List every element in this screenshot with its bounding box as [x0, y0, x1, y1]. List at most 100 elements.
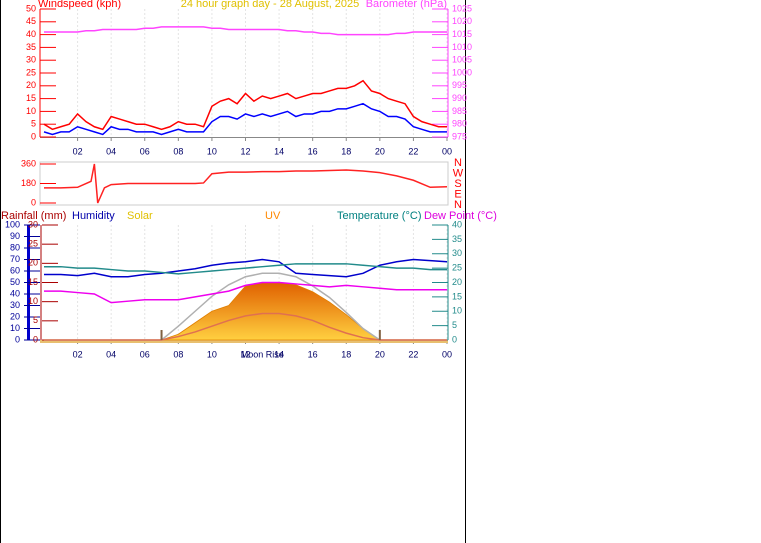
y-tick-label: 90 — [10, 231, 20, 241]
series-line — [43, 102, 447, 136]
y-tick-label: 20 — [28, 258, 38, 268]
x-tick-label: 14 — [274, 146, 284, 156]
x-tick-label: 06 — [140, 349, 150, 359]
x-tick-label: 20 — [375, 146, 385, 156]
y-tick-label: 40 — [26, 29, 36, 39]
y-tick-label: 25 — [452, 263, 462, 273]
series-line — [44, 263, 447, 275]
y-tick-label: 10 — [452, 306, 462, 316]
x-tick-label: 00 — [442, 349, 452, 359]
y-tick-label: 30 — [26, 55, 36, 65]
y-tick-label: 10 — [28, 296, 38, 306]
y-tick-label: 30 — [28, 219, 38, 229]
y-tick-label: 0 — [33, 334, 38, 344]
y-tick-label: 20 — [26, 80, 36, 90]
y-tick-label: 15 — [452, 291, 462, 301]
y-tick-label: 1025 — [452, 3, 472, 13]
y-tick-label: 50 — [26, 3, 36, 13]
y-tick-label: 0 — [31, 197, 36, 207]
y-tick-label: 45 — [26, 16, 36, 26]
x-tick-label: 16 — [308, 146, 318, 156]
y-tick-label: 60 — [10, 265, 20, 275]
x-tick-label: 04 — [106, 146, 116, 156]
annotation: Moon Rise — [241, 349, 284, 359]
x-tick-label: 04 — [106, 349, 116, 359]
wind-label: Windspeed (kph) — [38, 0, 121, 10]
series-line — [43, 79, 447, 131]
y-tick-label: 995 — [452, 80, 467, 90]
rain-label: Rainfall (mm) — [1, 210, 66, 222]
x-tick-label: 12 — [240, 146, 250, 156]
x-tick-label: 06 — [140, 146, 150, 156]
y-tick-label: 15 — [26, 93, 36, 103]
uv-label: UV — [265, 210, 281, 222]
y-tick-label: 25 — [28, 239, 38, 249]
x-tick-label: 10 — [207, 146, 217, 156]
series-line — [44, 281, 447, 304]
x-tick-label: 18 — [341, 349, 351, 359]
x-tick-label: 18 — [341, 146, 351, 156]
y-tick-label: 1000 — [452, 67, 472, 77]
y-tick-label: 35 — [26, 42, 36, 52]
x-tick-label: 22 — [408, 146, 418, 156]
y-tick-label: 80 — [10, 242, 20, 252]
series-line — [44, 163, 448, 204]
y-tick-label: 0 — [15, 334, 20, 344]
y-tick-label: 40 — [452, 219, 462, 229]
y-tick-label: 990 — [452, 93, 467, 103]
solar-area — [44, 282, 447, 341]
y-tick-label: 10 — [10, 323, 20, 333]
compass-label: N — [454, 157, 462, 169]
y-tick-label: 50 — [10, 277, 20, 287]
y-tick-label: 1015 — [452, 29, 472, 39]
y-tick-label: 5 — [452, 320, 457, 330]
dewpoint-label: Dew Point (°C) — [424, 210, 497, 222]
x-tick-label: 02 — [73, 146, 83, 156]
compass-label: N — [454, 199, 462, 211]
x-tick-label: 14 — [274, 349, 284, 359]
y-tick-label: 25 — [26, 67, 36, 77]
compass-label: W — [453, 167, 464, 179]
solar-label: Solar — [127, 210, 153, 222]
y-tick-label: 0 — [31, 131, 36, 141]
y-tick-label: 15 — [28, 277, 38, 287]
y-tick-label: 10 — [26, 106, 36, 116]
x-tick-label: 08 — [173, 146, 183, 156]
y-tick-label: 100 — [5, 219, 20, 229]
y-tick-label: 985 — [452, 106, 467, 116]
y-tick-label: 975 — [452, 131, 467, 141]
y-tick-label: 0 — [452, 334, 457, 344]
y-tick-label: 180 — [21, 178, 36, 188]
y-tick-label: 70 — [10, 254, 20, 264]
humidity-label: Humidity — [72, 210, 115, 222]
y-tick-label: 20 — [452, 277, 462, 287]
y-tick-label: 1010 — [452, 42, 472, 52]
x-tick-label: 02 — [73, 349, 83, 359]
temperature-label: Temperature (°C) — [337, 210, 421, 222]
y-tick-label: 35 — [452, 234, 462, 244]
compass-label: S — [454, 178, 461, 190]
series-line — [44, 258, 448, 278]
ground-strip — [40, 340, 448, 343]
y-tick-label: 40 — [10, 288, 20, 298]
chart-title: 24 hour graph day - 28 August, 2025 — [181, 0, 360, 10]
series-line — [44, 26, 447, 36]
y-tick-label: 1020 — [452, 16, 472, 26]
y-tick-label: 20 — [10, 311, 20, 321]
x-tick-label: 08 — [173, 349, 183, 359]
y-tick-label: 30 — [452, 248, 462, 258]
plot-frame — [39, 161, 449, 206]
y-tick-label: 5 — [31, 119, 36, 129]
x-tick-label: 12 — [240, 349, 250, 359]
x-tick-label: 00 — [442, 146, 452, 156]
y-tick-label: 5 — [33, 315, 38, 325]
x-tick-label: 10 — [207, 349, 217, 359]
compass-label: E — [454, 188, 461, 200]
x-tick-label: 20 — [375, 349, 385, 359]
baro-label: Barometer (hPa) — [366, 0, 447, 10]
y-tick-label: 1005 — [452, 55, 472, 65]
x-tick-label: 22 — [408, 349, 418, 359]
y-tick-label: 30 — [10, 300, 20, 310]
y-tick-label: 360 — [21, 158, 36, 168]
